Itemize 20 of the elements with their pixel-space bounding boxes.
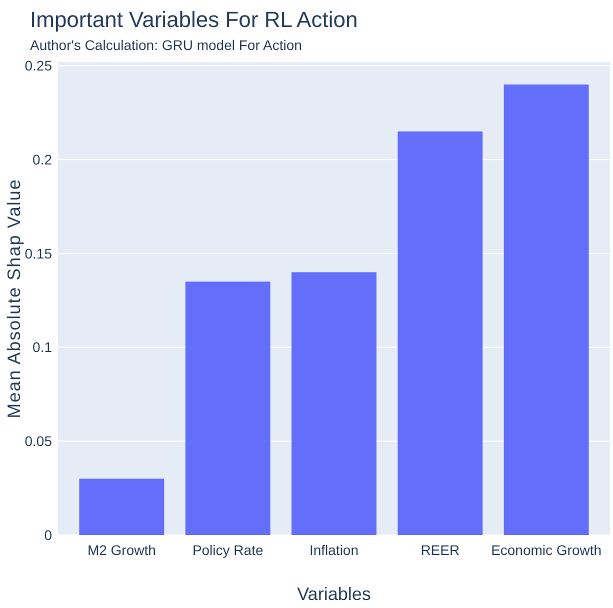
bar <box>292 272 376 535</box>
chart-title: Important Variables For RL Action <box>30 7 358 32</box>
y-tick-label: 0.1 <box>32 339 52 356</box>
x-tick-label: M2 Growth <box>87 542 156 558</box>
y-tick-label: 0.05 <box>24 433 52 450</box>
y-tick-label: 0.15 <box>24 245 52 262</box>
y-tick-label: 0 <box>44 526 52 543</box>
x-tick-label: Policy Rate <box>192 542 264 558</box>
chart-subtitle: Author's Calculation: GRU model For Action <box>30 37 302 53</box>
x-tick-label: REER <box>420 542 460 558</box>
y-tick-label: 0.2 <box>32 152 52 168</box>
bar <box>398 131 483 535</box>
bar <box>185 282 270 535</box>
y-axis-title: Mean Absolute Shap Value <box>4 178 24 418</box>
y-tick-label: 0.25 <box>24 58 52 74</box>
x-tick-label: Inflation <box>309 542 359 558</box>
x-axis-title: Variables <box>297 584 371 604</box>
bar <box>504 84 589 535</box>
x-tick-label: Economic Growth <box>491 542 602 558</box>
bar <box>79 478 164 535</box>
